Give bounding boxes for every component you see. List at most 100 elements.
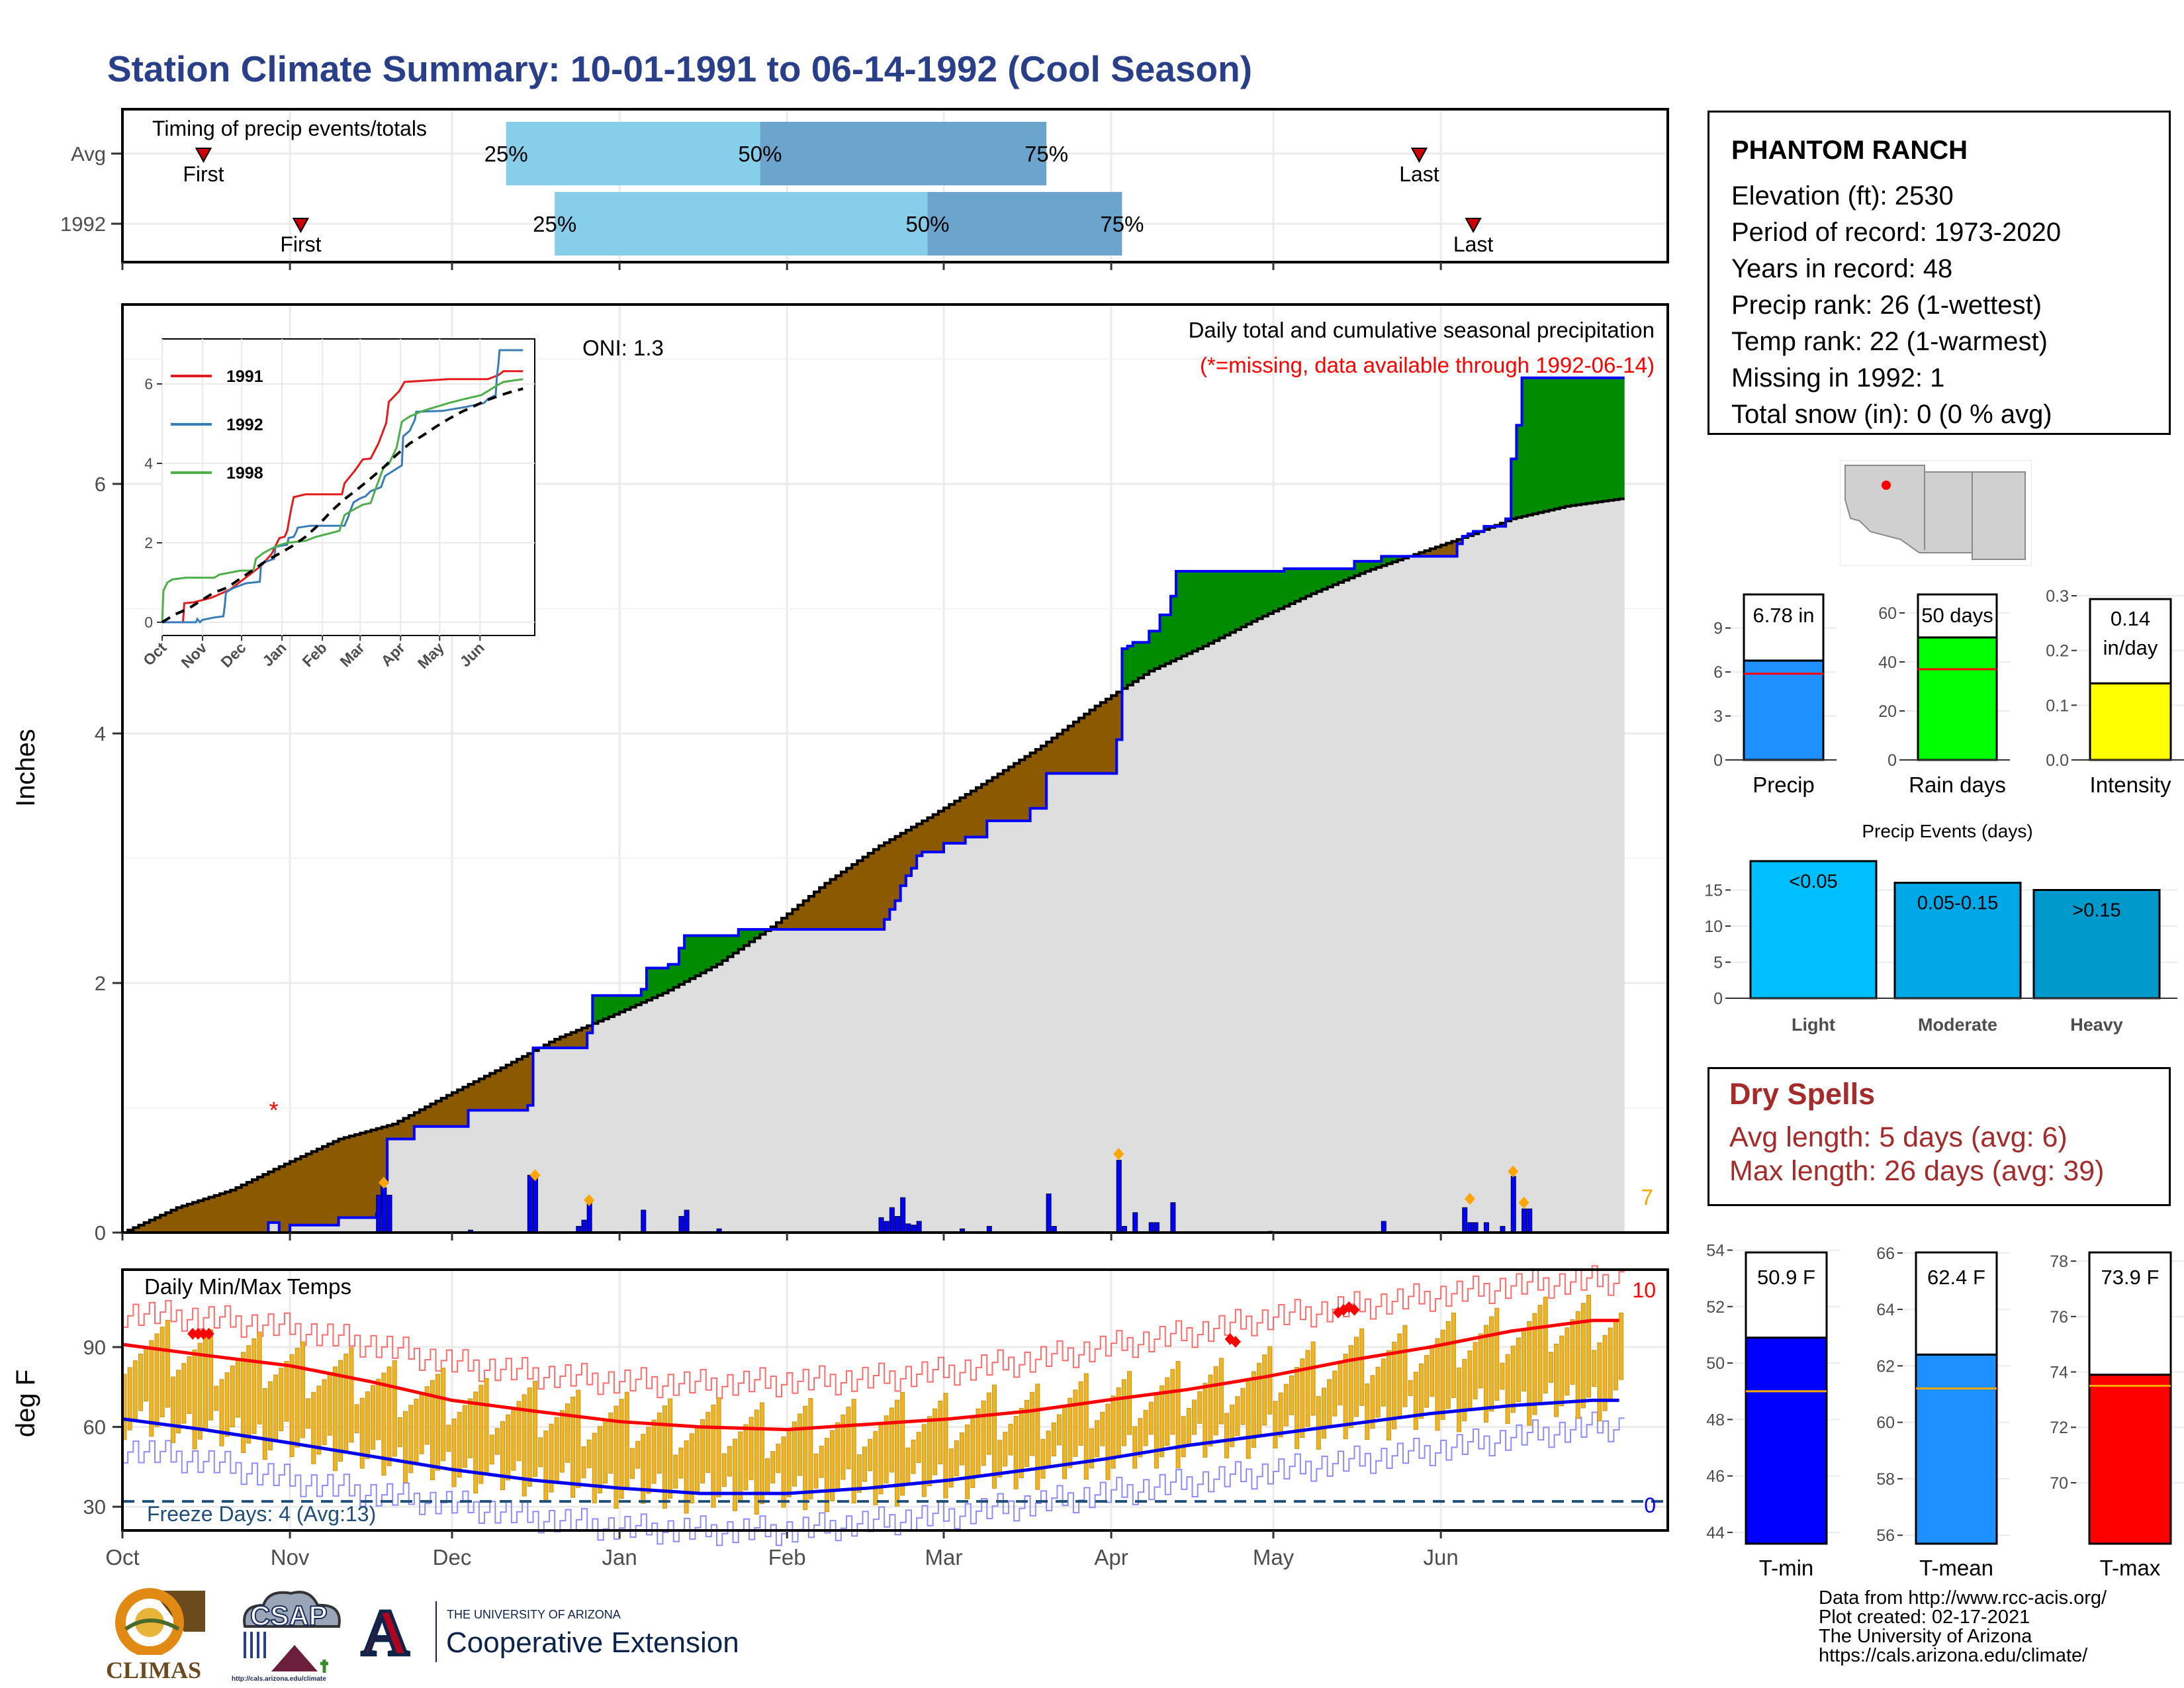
temps-record-marker bbox=[198, 1327, 209, 1340]
timing-title: Timing of precip events/totals bbox=[152, 117, 427, 140]
station-location-marker bbox=[1882, 481, 1891, 490]
timing-first-label: First bbox=[183, 162, 224, 186]
events-category-label-moderate: Moderate bbox=[1918, 1015, 1997, 1035]
climas-logo: CLIMAS bbox=[106, 1585, 218, 1682]
station-snow: Total snow (in): 0 (0 % avg) bbox=[1731, 400, 2052, 429]
timing-q50-label: 50% bbox=[905, 212, 949, 236]
totals-ytick-label: 0 bbox=[1888, 751, 1897, 770]
station-period: Period of record: 1973-2020 bbox=[1731, 218, 2062, 247]
totals-ytick-label: 0.3 bbox=[2046, 587, 2069, 606]
totals-ytick-label: 0.0 bbox=[2046, 751, 2069, 770]
temps-panel-title: Daily Min/Max Temps bbox=[144, 1274, 351, 1299]
precip-ytick-label: 2 bbox=[95, 972, 106, 995]
precip-daily-bar bbox=[889, 1207, 895, 1233]
events-ytick-label: 5 bbox=[1713, 954, 1723, 972]
precip-daily-bar bbox=[1170, 1202, 1176, 1233]
tsum-bar-t-min bbox=[1745, 1336, 1828, 1545]
credit-url: https://cals.arizona.edu/climate/ bbox=[1819, 1645, 2088, 1666]
inset-ytick-label: 2 bbox=[144, 534, 153, 551]
totals-value-unit-Intensity: in/day bbox=[2103, 636, 2158, 659]
events-category-label-heavy: Heavy bbox=[2070, 1015, 2123, 1035]
station-info-panel: PHANTOM RANCH Elevation (ft): 2530 Perio… bbox=[1707, 111, 2171, 435]
precip-daily-bar bbox=[916, 1221, 922, 1233]
precip-cumulative-avg-line bbox=[122, 497, 1625, 1234]
precip-daily-bar bbox=[678, 1215, 684, 1233]
tsum-value-label-t-mean: 62.4 F bbox=[1927, 1266, 1985, 1289]
totals-value-label-Precip: 6.78 in bbox=[1752, 604, 1814, 627]
precip-daily-bar bbox=[532, 1174, 538, 1233]
precip-cumulative-common-area bbox=[122, 498, 1625, 1233]
precip-daily-bar bbox=[381, 1187, 387, 1233]
timing-bar-q25-q50 bbox=[555, 192, 928, 256]
timing-row-label: Avg bbox=[71, 142, 106, 165]
climas-logo-graphic bbox=[115, 1588, 205, 1657]
temps-count-bottom: 0 bbox=[1644, 1493, 1656, 1517]
inset-average-line bbox=[161, 387, 523, 624]
tsum-ytick-label: 46 bbox=[1706, 1468, 1725, 1486]
totals-ytick-label: 20 bbox=[1878, 702, 1897, 721]
temps-xtick-label: Dec bbox=[433, 1545, 472, 1570]
temps-record-marker bbox=[1230, 1335, 1241, 1348]
dry-spells-max-length: Max length: 26 days (avg: 39) bbox=[1729, 1155, 2105, 1187]
events-bar-heavy bbox=[2032, 889, 2161, 1000]
timing-first-label: First bbox=[280, 232, 321, 256]
temps-count-top: 10 bbox=[1632, 1278, 1656, 1302]
timing-q25-label: 25% bbox=[484, 142, 528, 166]
events-bar-moderate bbox=[1893, 882, 2022, 1000]
timing-last-label: Last bbox=[1399, 162, 1439, 186]
csap-logo-url: http://cals.arizona.edu/climate bbox=[232, 1675, 326, 1683]
totals-bar-Intensity bbox=[2089, 682, 2172, 761]
tsum-ytick-label: 48 bbox=[1706, 1411, 1725, 1429]
events-category-label-light: Light bbox=[1792, 1015, 1835, 1035]
station-precip-rank: Precip rank: 26 (1-wettest) bbox=[1731, 291, 2042, 320]
events-ytick-label: 15 bbox=[1704, 882, 1723, 900]
tsum-ytick-label: 58 bbox=[1876, 1470, 1895, 1489]
precip-daily-bar bbox=[387, 1194, 392, 1233]
precip-events-chart: Precip Events (days) 0 5 10 15 <0.05 Light 0.05… bbox=[1704, 821, 2177, 1035]
precip-ylabel: Inches bbox=[11, 729, 40, 807]
tsum-category-label-t-max: T-max bbox=[2100, 1556, 2161, 1580]
timing-first-marker bbox=[195, 148, 212, 164]
timing-first-marker bbox=[292, 218, 310, 234]
ua-cooperative-extension-logo: A THE UNIVERSITY OF ARIZONA Cooperative … bbox=[357, 1595, 754, 1671]
temps-tmax-average-line bbox=[122, 1319, 1619, 1432]
precip-daily-bar bbox=[884, 1221, 889, 1233]
temps-xtick-label: Nov bbox=[271, 1545, 310, 1570]
precip-daily-bar bbox=[641, 1209, 647, 1233]
temps-freeze-label: Freeze Days: 4 (Avg:13) bbox=[147, 1502, 376, 1526]
totals-ytick-label: 0.1 bbox=[2046, 696, 2069, 715]
oni-label: ONI: 1.3 bbox=[582, 336, 664, 360]
precip-daily-bar bbox=[586, 1201, 592, 1233]
inset-ytick-label: 0 bbox=[144, 614, 153, 631]
temps-ytick-label: 30 bbox=[83, 1495, 106, 1519]
tsum-ytick-label: 72 bbox=[2050, 1419, 2068, 1437]
totals-category-label-Intensity: Intensity bbox=[2090, 773, 2171, 797]
credit-data-source: Data from http://www.rcc-acis.org/ bbox=[1819, 1587, 2107, 1609]
temps-record-marker bbox=[193, 1327, 204, 1340]
precip-panel-subtitle: (*=missing, data available through 1992-… bbox=[1200, 353, 1655, 377]
precip-daily-bar bbox=[1148, 1222, 1154, 1233]
precip-daily-bar bbox=[581, 1219, 587, 1233]
inset-legend-label-1998: 1998 bbox=[226, 464, 263, 483]
precip-daily-bar bbox=[895, 1215, 900, 1233]
precip-daily-bar bbox=[1381, 1221, 1387, 1233]
totals-value-label-Rain days: 50 days bbox=[1921, 604, 1993, 627]
precip-daily-marker bbox=[1464, 1193, 1475, 1205]
precip-ytick-label: 4 bbox=[95, 722, 106, 745]
inset-line-1998 bbox=[161, 378, 523, 623]
tsum-category-label-t-min: T-min bbox=[1759, 1556, 1814, 1580]
temps-xtick-label: Apr bbox=[1094, 1545, 1128, 1570]
timing-bar-q50-q75 bbox=[927, 192, 1122, 256]
tsum-value-label-t-max: 73.9 F bbox=[2101, 1266, 2160, 1289]
precip-panel-border bbox=[121, 303, 1669, 1234]
inset-ytick-label: 4 bbox=[144, 455, 153, 472]
inset-panel-bg bbox=[161, 338, 535, 636]
totals-ytick-label: 9 bbox=[1713, 620, 1723, 638]
csap-logo-graphic bbox=[243, 1591, 341, 1673]
temps-xtick-label: Mar bbox=[925, 1545, 963, 1570]
inset-line-1991 bbox=[162, 370, 523, 624]
timing-last-label: Last bbox=[1453, 232, 1494, 256]
temperature-summary-chart: 44 46 48 50 52 54 50.9 F T-min 56 58 60 62 64 66 62.4 … bbox=[1706, 1242, 2184, 1580]
precip-daily-bar bbox=[1522, 1208, 1527, 1233]
station-temp-rank: Temp rank: 22 (1-warmest) bbox=[1731, 327, 2048, 356]
